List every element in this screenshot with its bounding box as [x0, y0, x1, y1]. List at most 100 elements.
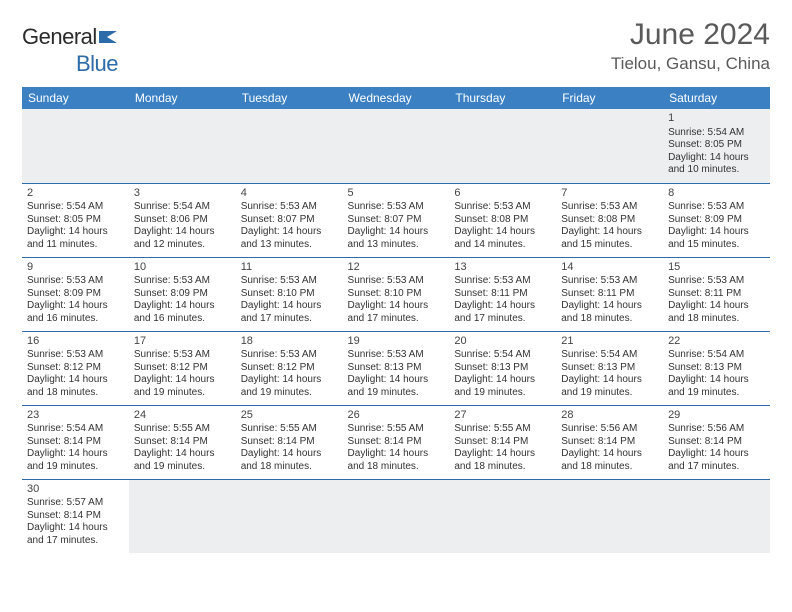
daylight-label-2: and 19 minutes. [134, 461, 231, 474]
sunset-label: Sunset: 8:10 PM [348, 288, 445, 301]
daylight-label-1: Daylight: 14 hours [27, 522, 124, 535]
location-label: Tielou, Gansu, China [611, 54, 770, 74]
calendar-day-cell: 28Sunrise: 5:56 AMSunset: 8:14 PMDayligh… [556, 405, 663, 479]
daylight-label-2: and 15 minutes. [561, 239, 658, 252]
daylight-label-2: and 17 minutes. [348, 313, 445, 326]
calendar-day-cell: 26Sunrise: 5:55 AMSunset: 8:14 PMDayligh… [343, 405, 450, 479]
sunset-label: Sunset: 8:14 PM [668, 436, 765, 449]
sunrise-label: Sunrise: 5:54 AM [668, 127, 765, 140]
calendar-day-cell: 5Sunrise: 5:53 AMSunset: 8:07 PMDaylight… [343, 183, 450, 257]
sunset-label: Sunset: 8:09 PM [134, 288, 231, 301]
sunset-label: Sunset: 8:08 PM [561, 214, 658, 227]
daylight-label-2: and 18 minutes. [561, 461, 658, 474]
calendar-day-cell: 19Sunrise: 5:53 AMSunset: 8:13 PMDayligh… [343, 331, 450, 405]
daylight-label-2: and 18 minutes. [27, 387, 124, 400]
sunrise-label: Sunrise: 5:53 AM [561, 201, 658, 214]
calendar-week-row: 2Sunrise: 5:54 AMSunset: 8:05 PMDaylight… [22, 183, 770, 257]
sunrise-label: Sunrise: 5:57 AM [27, 497, 124, 510]
calendar-day-cell: 25Sunrise: 5:55 AMSunset: 8:14 PMDayligh… [236, 405, 343, 479]
day-number: 21 [561, 335, 658, 349]
daylight-label-1: Daylight: 14 hours [27, 300, 124, 313]
sunrise-label: Sunrise: 5:56 AM [561, 423, 658, 436]
sunrise-label: Sunrise: 5:55 AM [348, 423, 445, 436]
calendar-day-cell: 7Sunrise: 5:53 AMSunset: 8:08 PMDaylight… [556, 183, 663, 257]
daylight-label-1: Daylight: 14 hours [134, 226, 231, 239]
sunset-label: Sunset: 8:13 PM [348, 362, 445, 375]
calendar-day-cell [556, 479, 663, 553]
daylight-label-1: Daylight: 14 hours [241, 448, 338, 461]
daylight-label-1: Daylight: 14 hours [348, 300, 445, 313]
sunrise-label: Sunrise: 5:53 AM [348, 275, 445, 288]
day-number: 15 [668, 261, 765, 275]
sunrise-label: Sunrise: 5:53 AM [668, 275, 765, 288]
daylight-label-2: and 19 minutes. [134, 387, 231, 400]
calendar-day-cell [449, 479, 556, 553]
daylight-label-2: and 19 minutes. [241, 387, 338, 400]
calendar-day-cell: 9Sunrise: 5:53 AMSunset: 8:09 PMDaylight… [22, 257, 129, 331]
daylight-label-2: and 18 minutes. [561, 313, 658, 326]
sunset-label: Sunset: 8:13 PM [454, 362, 551, 375]
sunset-label: Sunset: 8:06 PM [134, 214, 231, 227]
sunrise-label: Sunrise: 5:53 AM [241, 275, 338, 288]
sunrise-label: Sunrise: 5:55 AM [134, 423, 231, 436]
daylight-label-1: Daylight: 14 hours [134, 374, 231, 387]
daylight-label-1: Daylight: 14 hours [668, 448, 765, 461]
daylight-label-1: Daylight: 14 hours [668, 226, 765, 239]
sunrise-label: Sunrise: 5:53 AM [561, 275, 658, 288]
daylight-label-2: and 18 minutes. [668, 313, 765, 326]
day-number: 2 [27, 187, 124, 201]
calendar-day-cell: 24Sunrise: 5:55 AMSunset: 8:14 PMDayligh… [129, 405, 236, 479]
sunset-label: Sunset: 8:11 PM [668, 288, 765, 301]
day-number: 5 [348, 187, 445, 201]
daylight-label-1: Daylight: 14 hours [348, 374, 445, 387]
day-number: 10 [134, 261, 231, 275]
day-number: 29 [668, 409, 765, 423]
title-block: June 2024 Tielou, Gansu, China [611, 18, 770, 74]
sunrise-label: Sunrise: 5:53 AM [241, 201, 338, 214]
sunrise-label: Sunrise: 5:53 AM [348, 349, 445, 362]
calendar-table: Sunday Monday Tuesday Wednesday Thursday… [22, 87, 770, 553]
calendar-day-cell: 30Sunrise: 5:57 AMSunset: 8:14 PMDayligh… [22, 479, 129, 553]
weekday-header: Friday [556, 87, 663, 109]
sunset-label: Sunset: 8:11 PM [561, 288, 658, 301]
calendar-day-cell: 27Sunrise: 5:55 AMSunset: 8:14 PMDayligh… [449, 405, 556, 479]
daylight-label-2: and 19 minutes. [27, 461, 124, 474]
day-number: 16 [27, 335, 124, 349]
sunset-label: Sunset: 8:12 PM [134, 362, 231, 375]
day-number: 27 [454, 409, 551, 423]
calendar-day-cell: 22Sunrise: 5:54 AMSunset: 8:13 PMDayligh… [663, 331, 770, 405]
calendar-day-cell [556, 109, 663, 183]
sunset-label: Sunset: 8:14 PM [241, 436, 338, 449]
daylight-label-1: Daylight: 14 hours [27, 374, 124, 387]
calendar-week-row: 30Sunrise: 5:57 AMSunset: 8:14 PMDayligh… [22, 479, 770, 553]
sunset-label: Sunset: 8:12 PM [27, 362, 124, 375]
sunrise-label: Sunrise: 5:53 AM [134, 275, 231, 288]
calendar-day-cell: 23Sunrise: 5:54 AMSunset: 8:14 PMDayligh… [22, 405, 129, 479]
daylight-label-2: and 19 minutes. [668, 387, 765, 400]
sunrise-label: Sunrise: 5:53 AM [348, 201, 445, 214]
daylight-label-2: and 17 minutes. [668, 461, 765, 474]
calendar-day-cell: 3Sunrise: 5:54 AMSunset: 8:06 PMDaylight… [129, 183, 236, 257]
calendar-day-cell: 10Sunrise: 5:53 AMSunset: 8:09 PMDayligh… [129, 257, 236, 331]
daylight-label-2: and 16 minutes. [27, 313, 124, 326]
sunrise-label: Sunrise: 5:54 AM [668, 349, 765, 362]
sunrise-label: Sunrise: 5:53 AM [241, 349, 338, 362]
calendar-day-cell [22, 109, 129, 183]
calendar-week-row: 9Sunrise: 5:53 AMSunset: 8:09 PMDaylight… [22, 257, 770, 331]
sunset-label: Sunset: 8:10 PM [241, 288, 338, 301]
calendar-day-cell: 18Sunrise: 5:53 AMSunset: 8:12 PMDayligh… [236, 331, 343, 405]
sunrise-label: Sunrise: 5:53 AM [27, 349, 124, 362]
day-number: 23 [27, 409, 124, 423]
daylight-label-2: and 11 minutes. [27, 239, 124, 252]
daylight-label-1: Daylight: 14 hours [241, 374, 338, 387]
calendar-day-cell: 2Sunrise: 5:54 AMSunset: 8:05 PMDaylight… [22, 183, 129, 257]
sunset-label: Sunset: 8:14 PM [27, 436, 124, 449]
calendar-day-cell: 12Sunrise: 5:53 AMSunset: 8:10 PMDayligh… [343, 257, 450, 331]
day-number: 11 [241, 261, 338, 275]
sunrise-label: Sunrise: 5:54 AM [454, 349, 551, 362]
brand-logo: General Blue [22, 24, 123, 77]
day-number: 13 [454, 261, 551, 275]
day-number: 26 [348, 409, 445, 423]
daylight-label-1: Daylight: 14 hours [27, 226, 124, 239]
calendar-day-cell [129, 109, 236, 183]
